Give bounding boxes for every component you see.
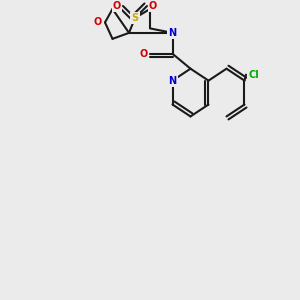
Text: O: O [113, 1, 121, 11]
Text: N: N [168, 28, 177, 38]
Text: O: O [93, 17, 102, 27]
Text: Cl: Cl [248, 70, 259, 80]
Text: S: S [131, 13, 139, 23]
Text: N: N [168, 76, 177, 85]
Text: O: O [149, 1, 157, 11]
Text: O: O [140, 49, 148, 59]
